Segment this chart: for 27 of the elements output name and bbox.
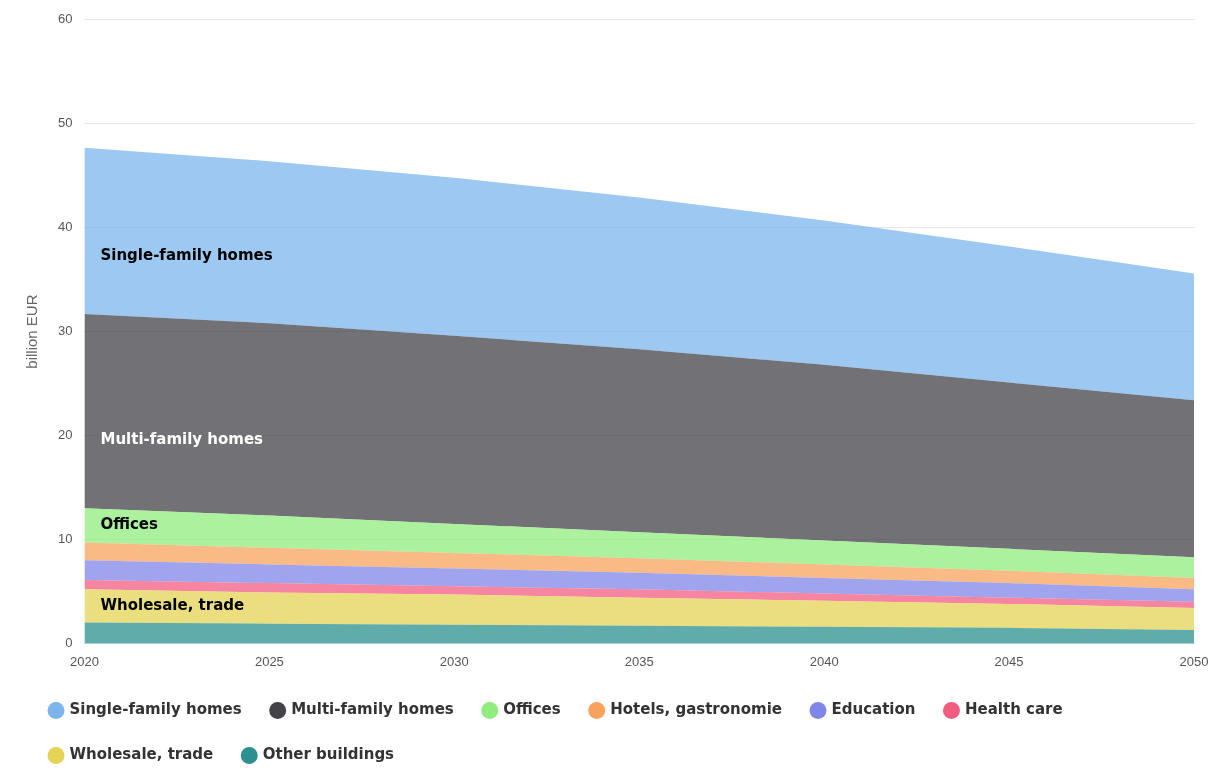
legend-label: Hotels, gastronomie bbox=[610, 700, 783, 719]
x-tick-label: 2025 bbox=[254, 653, 284, 669]
y-axis-title: billion EUR bbox=[23, 294, 41, 369]
text: Single-family homes bbox=[100, 245, 273, 264]
legend-label: Health care bbox=[964, 700, 1063, 719]
y-tick-label: 20 bbox=[57, 427, 73, 443]
legend-label: Multi-family homes bbox=[291, 700, 454, 719]
x-tick-label: 2035 bbox=[624, 653, 654, 669]
x-tick-label: 2045 bbox=[994, 653, 1024, 669]
x-tick-label: 2020 bbox=[70, 653, 99, 669]
legend-label: Education bbox=[831, 700, 916, 719]
text: Offices bbox=[100, 515, 158, 534]
y-tick-label: 40 bbox=[57, 219, 73, 235]
y-tick-label: 10 bbox=[57, 531, 73, 547]
text: Wholesale, trade bbox=[100, 595, 245, 614]
legend-label: Other buildings bbox=[262, 745, 395, 764]
x-tick-label: 2040 bbox=[809, 653, 839, 669]
x-tick-label: 2050 bbox=[1179, 653, 1209, 669]
y-tick-label: 0 bbox=[65, 634, 73, 650]
legend-label: Wholesale, trade bbox=[69, 745, 214, 764]
y-tick-label: 30 bbox=[57, 323, 73, 339]
legend-label: Single-family homes bbox=[69, 700, 242, 719]
text: Multi-family homes bbox=[100, 430, 264, 449]
x-tick-label: 2030 bbox=[439, 653, 469, 669]
y-tick-label: 60 bbox=[57, 11, 73, 27]
y-tick-label: 50 bbox=[57, 115, 73, 131]
legend-label: Offices bbox=[503, 700, 561, 719]
